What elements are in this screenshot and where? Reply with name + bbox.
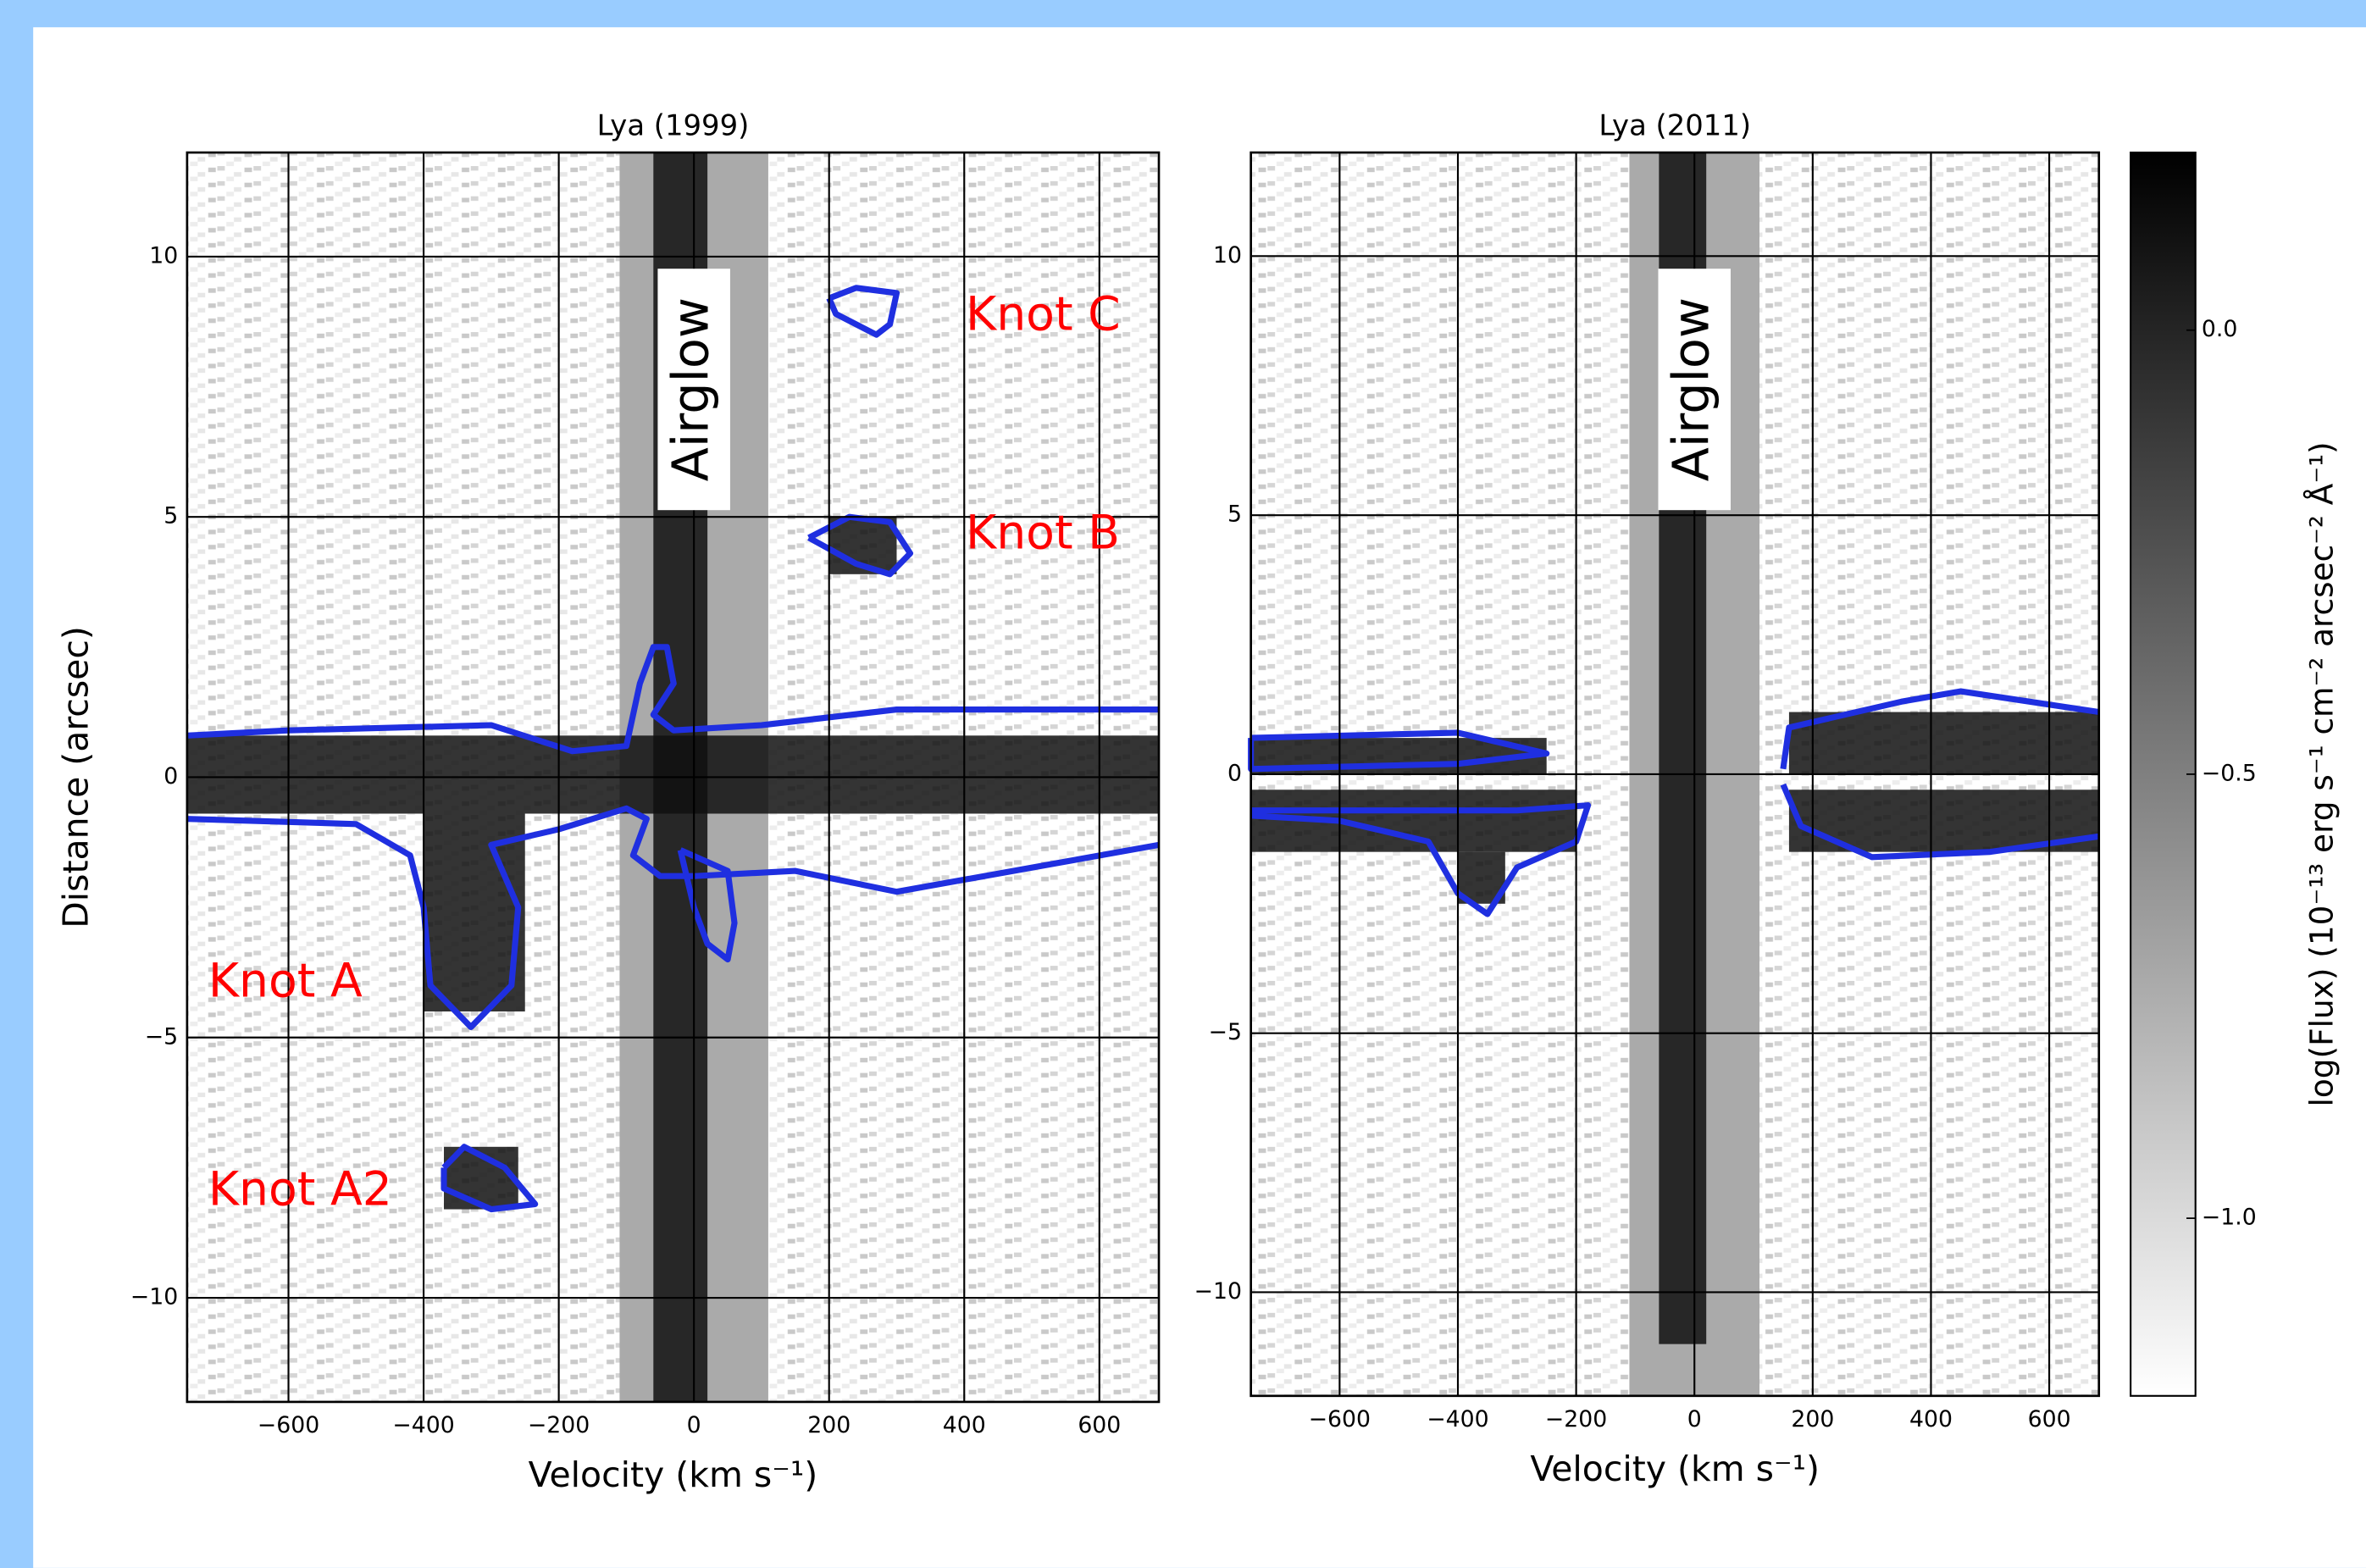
- x-tick-label: −200: [1545, 1406, 1607, 1432]
- contour: [826, 285, 900, 338]
- airglow-label: Airglow: [1661, 297, 1720, 481]
- contour: [186, 805, 1160, 1031]
- y-tick-label: 0: [1227, 760, 1242, 786]
- colorbar-tick-label: −0.5: [2202, 760, 2257, 786]
- colorbar-tick-label: 0.0: [2202, 316, 2237, 342]
- y-tick-label: −10: [1194, 1278, 1242, 1305]
- y-tick-label: 0: [163, 763, 178, 790]
- y-tick-label: 10: [1213, 242, 1242, 269]
- x-tick-label: −400: [392, 1412, 454, 1438]
- colorbar: [2130, 151, 2197, 1397]
- emission-region: [1788, 712, 2099, 774]
- x-tick-label: −400: [1427, 1406, 1488, 1432]
- x-tick-label: 600: [1078, 1412, 1121, 1438]
- x-tick-label: 600: [2028, 1406, 2071, 1432]
- y-tick-label: 10: [149, 242, 178, 269]
- x-tick-label: 400: [1909, 1406, 1953, 1432]
- x-tick-label: 400: [943, 1412, 986, 1438]
- colorbar-label: log(Flux) (10⁻¹³ erg s⁻¹ cm⁻² arcsec⁻² Å…: [2303, 441, 2341, 1106]
- contour: [1780, 783, 2100, 861]
- airglow-label-box: [1658, 269, 1731, 511]
- knot-label: Knot A: [208, 955, 363, 1009]
- knot-label: Knot B: [966, 507, 1120, 561]
- chart-title: Lya (2011): [1599, 108, 1751, 141]
- x-axis-label: Velocity (km s⁻¹): [1530, 1449, 1820, 1489]
- airglow-label-box: [657, 269, 730, 511]
- plot-frame: [186, 151, 1161, 1404]
- contour: [1250, 802, 1592, 917]
- airglow-label: Airglow: [661, 297, 719, 481]
- y-tick-label: −5: [1209, 1019, 1242, 1045]
- x-tick-label: −600: [258, 1412, 319, 1438]
- contour: [441, 1144, 539, 1213]
- x-tick-label: −600: [1309, 1406, 1371, 1432]
- knot-label: Knot C: [966, 287, 1121, 341]
- y-tick-label: 5: [1227, 501, 1242, 528]
- x-tick-label: 0: [1687, 1406, 1702, 1432]
- x-tick-label: 200: [1791, 1406, 1834, 1432]
- contour: [186, 644, 1159, 755]
- emission-region: [424, 813, 525, 1012]
- y-tick-label: −5: [145, 1023, 178, 1050]
- plot-frame: [1249, 151, 2101, 1398]
- y-axis-label: Distance (arcsec): [56, 626, 97, 928]
- knot-label: Knot A2: [208, 1162, 392, 1216]
- contour: [1780, 688, 2100, 770]
- x-tick-label: 200: [807, 1412, 851, 1438]
- chart-title: Lya (1999): [597, 108, 750, 141]
- colorbar-tick-label: −1.0: [2202, 1205, 2257, 1231]
- x-tick-label: −200: [528, 1412, 590, 1438]
- x-tick-label: 0: [687, 1412, 701, 1438]
- y-tick-label: 5: [163, 503, 178, 529]
- y-tick-label: −10: [130, 1284, 178, 1310]
- x-axis-label: Velocity (km s⁻¹): [529, 1454, 818, 1495]
